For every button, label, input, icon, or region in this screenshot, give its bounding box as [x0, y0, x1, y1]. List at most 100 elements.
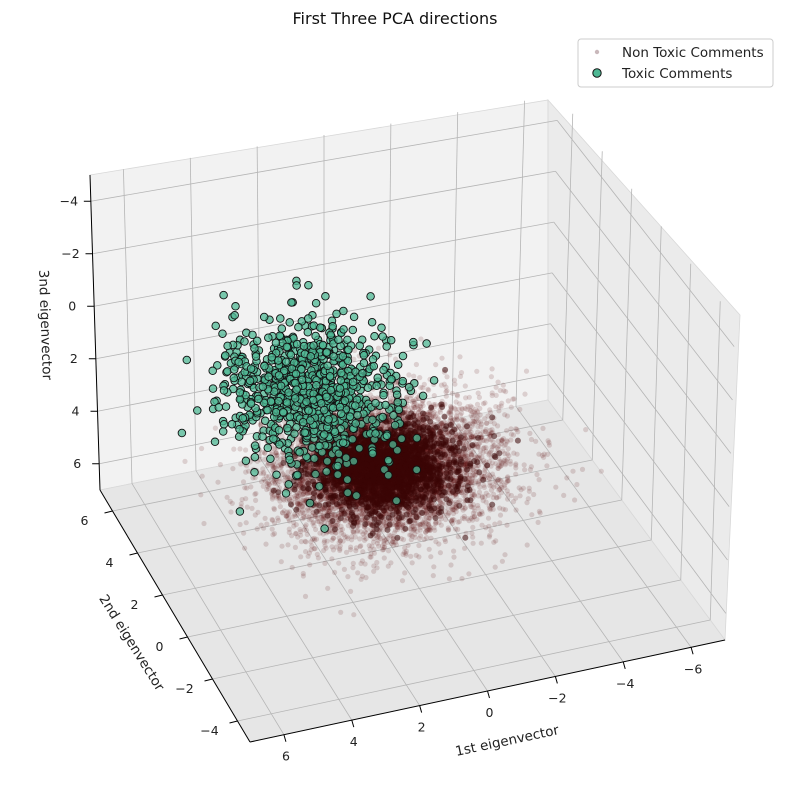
non-toxic-point: [449, 390, 455, 396]
non-toxic-point: [431, 393, 437, 399]
non-toxic-point: [480, 498, 486, 504]
y-tick-label: −2: [175, 681, 193, 696]
non-toxic-point: [322, 560, 328, 567]
non-toxic-point: [536, 477, 542, 483]
non-toxic-point: [481, 437, 487, 443]
non-toxic-point: [451, 548, 457, 554]
non-toxic-point: [533, 438, 539, 444]
z-tick-label: 6: [73, 456, 81, 471]
non-toxic-point: [564, 475, 570, 481]
non-toxic-point: [388, 533, 394, 539]
non-toxic-point: [318, 519, 325, 525]
non-toxic-point: [462, 405, 468, 412]
non-toxic-point: [270, 463, 276, 469]
x-tick-label: −4: [616, 676, 634, 691]
non-toxic-point: [277, 498, 283, 504]
non-toxic-point: [359, 573, 365, 579]
non-toxic-point: [476, 394, 482, 400]
non-toxic-point: [492, 521, 498, 527]
floor-grid-x: [195, 470, 353, 721]
non-toxic-point: [243, 447, 249, 453]
non-toxic-point: [497, 464, 503, 470]
backright-grid-z: [555, 171, 733, 401]
non-toxic-point: [242, 545, 248, 551]
non-toxic-point: [411, 373, 417, 379]
x-tick-mark: [622, 661, 626, 669]
backright-grid-z: [551, 272, 730, 507]
non-toxic-point: [240, 479, 247, 485]
non-toxic-point: [499, 438, 505, 444]
z-tick-label: 0: [68, 298, 76, 313]
non-toxic-point: [412, 534, 418, 541]
non-toxic-point: [298, 495, 304, 501]
non-toxic-point: [486, 450, 492, 456]
non-toxic-point: [454, 393, 461, 399]
x-tick-mark: [487, 690, 490, 699]
y-tick-label: 2: [131, 597, 139, 612]
non-toxic-point: [502, 451, 508, 457]
non-toxic-point: [460, 417, 467, 423]
non-toxic-point: [416, 542, 422, 549]
non-toxic-point: [524, 500, 530, 506]
non-toxic-point: [329, 556, 335, 562]
non-toxic-point: [448, 562, 454, 568]
y-tick-label: 4: [106, 555, 114, 570]
backleft-grid-z: [92, 170, 556, 255]
non-toxic-point: [279, 543, 285, 549]
non-toxic-point: [493, 384, 499, 390]
non-toxic-point: [342, 534, 348, 540]
non-toxic-point: [437, 550, 443, 556]
non-toxic-point: [412, 527, 418, 533]
non-toxic-point: [455, 534, 461, 540]
non-toxic-point: [534, 471, 540, 478]
non-toxic-point: [301, 498, 307, 504]
non-toxic-point: [454, 392, 460, 398]
non-toxic-point: [500, 436, 507, 442]
non-toxic-point: [375, 345, 382, 351]
non-toxic-point: [282, 474, 288, 480]
non-toxic-point: [468, 478, 475, 484]
non-toxic-point: [505, 496, 511, 502]
non-toxic-point: [444, 374, 450, 380]
non-toxic-point: [450, 510, 457, 517]
non-toxic-point: [513, 507, 519, 513]
non-toxic-point: [330, 509, 336, 515]
non-toxic-point: [438, 420, 445, 427]
non-toxic-point: [508, 426, 514, 432]
non-toxic-point: [449, 516, 456, 523]
non-toxic-point: [448, 409, 454, 415]
non-toxic-point: [460, 507, 466, 513]
non-toxic-point: [252, 512, 258, 518]
non-toxic-point: [527, 430, 533, 436]
non-toxic-point: [355, 570, 361, 576]
non-toxic-point: [241, 530, 247, 536]
non-toxic-point: [574, 481, 580, 488]
non-toxic-point: [493, 538, 499, 544]
non-toxic-point: [430, 413, 436, 419]
x-tick-mark: [283, 734, 287, 742]
non-toxic-point: [478, 540, 484, 546]
non-toxic-point: [293, 522, 299, 528]
non-toxic-point: [292, 544, 298, 551]
non-toxic-point: [483, 445, 489, 451]
non-toxic-point: [381, 555, 387, 561]
non-toxic-point: [486, 534, 492, 540]
floor-grid-y: [212, 579, 681, 680]
pane-group: [89, 98, 741, 743]
backleft-grid-x: [515, 100, 525, 407]
non-toxic-point: [399, 578, 406, 584]
non-toxic-point: [307, 562, 313, 568]
non-toxic-point: [488, 374, 494, 380]
non-toxic-point: [237, 521, 243, 528]
non-toxic-point: [449, 517, 455, 524]
backright-grid-y: [709, 301, 721, 621]
backright-grid-y: [591, 151, 603, 461]
non-toxic-point: [515, 429, 521, 435]
non-toxic-point: [418, 336, 424, 342]
non-toxic-point: [468, 412, 474, 418]
non-toxic-point: [497, 478, 503, 484]
x-tick-mark: [419, 705, 423, 713]
y-tick-label: 6: [81, 513, 89, 528]
non-toxic-point: [411, 404, 417, 410]
non-toxic-point: [412, 405, 418, 411]
